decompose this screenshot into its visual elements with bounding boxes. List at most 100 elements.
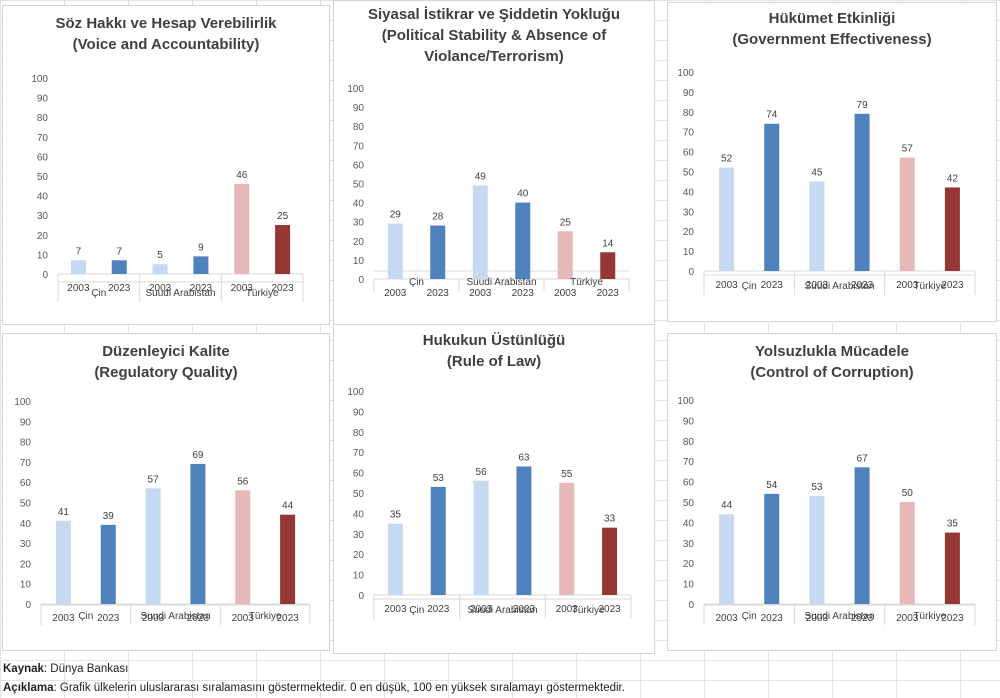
data-label: 39 bbox=[103, 511, 115, 522]
y-tick-label: 90 bbox=[683, 88, 695, 99]
chart-title: Söz Hakkı ve Hesap Verebilirlik (Voice a… bbox=[3, 13, 329, 55]
y-tick-label: 100 bbox=[14, 397, 31, 408]
y-tick-label: 60 bbox=[353, 160, 365, 171]
x-tick-label-year: 2003 bbox=[806, 280, 829, 291]
bar bbox=[70, 260, 86, 274]
x-tick-label-year: 2003 bbox=[556, 604, 579, 615]
y-tick-label: 50 bbox=[37, 172, 49, 183]
y-tick-label: 80 bbox=[683, 108, 695, 119]
x-tick-label-year: 2003 bbox=[384, 288, 407, 299]
y-tick-label: 70 bbox=[683, 457, 695, 468]
chart-title-line: (Political Stability & Absence of bbox=[381, 27, 607, 44]
y-tick-label: 30 bbox=[353, 530, 365, 541]
bar-chart: 0 10 20 30 40 50 60 70 80 90 100 7 2003 7 2023 5 2003 9 20… bbox=[31, 74, 304, 302]
y-tick-label: 100 bbox=[677, 68, 694, 79]
note-text: : Grafik ülkelerin uluslararası sıralama… bbox=[53, 682, 625, 694]
x-tick-label-year: 2023 bbox=[597, 288, 620, 299]
x-tick-label-year: 2023 bbox=[941, 280, 964, 291]
x-tick-label-year: 2003 bbox=[896, 280, 919, 291]
data-label: 44 bbox=[721, 500, 733, 511]
bar bbox=[515, 202, 531, 279]
y-tick-label: 60 bbox=[683, 478, 695, 489]
data-label: 52 bbox=[721, 154, 733, 165]
data-label: 69 bbox=[192, 450, 204, 461]
y-tick-label: 30 bbox=[20, 539, 32, 550]
bar bbox=[944, 532, 960, 604]
data-label: 54 bbox=[766, 480, 778, 491]
y-tick-label: 80 bbox=[20, 438, 32, 449]
bar bbox=[387, 223, 403, 279]
x-tick-label-group: Suudi Arabistan bbox=[145, 288, 215, 299]
chart-panel-control-of-corruption: Yolsuzlukla Mücadele (Control of Corrupt… bbox=[667, 333, 997, 651]
bar bbox=[234, 183, 250, 274]
chart-title-line: (Government Effectiveness) bbox=[732, 31, 932, 48]
x-tick-label-group: Çin bbox=[742, 281, 757, 292]
y-tick-label: 20 bbox=[37, 231, 49, 242]
data-label: 57 bbox=[902, 144, 914, 155]
data-label: 56 bbox=[476, 467, 488, 478]
data-label: 50 bbox=[902, 488, 914, 499]
x-tick-label-group: Çin bbox=[409, 605, 424, 616]
chart-title-line: (Rule of Law) bbox=[446, 353, 542, 370]
x-tick-label-year: 2023 bbox=[512, 288, 535, 299]
bar bbox=[111, 260, 127, 274]
data-label: 67 bbox=[857, 453, 869, 464]
bar bbox=[430, 486, 446, 595]
y-tick-label: 90 bbox=[353, 103, 365, 114]
x-tick-label-year: 2023 bbox=[851, 613, 874, 624]
bar-chart: 0 10 20 30 40 50 60 70 80 90 100 52 2003 74 2023 45 2003… bbox=[677, 68, 976, 295]
chart-title-line: Siyasal İstikrar ve Şiddetin Yokluğu bbox=[367, 6, 621, 23]
x-tick-label-year: 2023 bbox=[851, 280, 874, 291]
x-tick-label-group: Türkiye bbox=[913, 611, 946, 622]
chart-title: Yolsuzlukla Mücadele (Control of Corrupt… bbox=[668, 341, 996, 383]
bar bbox=[764, 493, 780, 604]
x-tick-label-year: 2023 bbox=[271, 283, 294, 294]
y-tick-label: 100 bbox=[347, 387, 364, 398]
bar bbox=[764, 123, 780, 272]
x-tick-label-year: 2023 bbox=[427, 288, 450, 299]
data-label: 56 bbox=[237, 476, 249, 487]
y-tick-label: 100 bbox=[677, 396, 694, 407]
x-tick-label-group: Türkiye bbox=[246, 288, 279, 299]
y-tick-label: 80 bbox=[683, 437, 695, 448]
x-tick-label-year: 2023 bbox=[761, 613, 784, 624]
source-note: Kaynak: Dünya Bankası bbox=[3, 663, 128, 675]
y-tick-label: 0 bbox=[358, 275, 364, 286]
bar bbox=[280, 514, 296, 604]
x-tick-label-group: Türkiye bbox=[572, 605, 605, 616]
data-label: 33 bbox=[604, 514, 616, 525]
y-tick-label: 40 bbox=[37, 192, 49, 203]
data-label: 9 bbox=[198, 242, 204, 253]
chart-title-line: Söz Hakkı ve Hesap Verebilirlik bbox=[55, 15, 277, 32]
chart-title-line: Hukukun Üstünlüğü bbox=[422, 332, 566, 349]
bar bbox=[854, 113, 870, 271]
chart-title-line: Yolsuzlukla Mücadele bbox=[755, 343, 909, 360]
chart-title-line: (Control of Corruption) bbox=[750, 364, 914, 381]
y-tick-label: 70 bbox=[37, 133, 49, 144]
y-tick-label: 30 bbox=[683, 539, 695, 550]
source-label: Kaynak bbox=[3, 663, 44, 675]
y-tick-label: 30 bbox=[683, 207, 695, 218]
chart-panel-rule-of-law: Hukukun Üstünlüğü (Rule of Law) 0 10 20 30 4… bbox=[333, 324, 655, 654]
y-tick-label: 40 bbox=[353, 199, 365, 210]
bar-chart: 0 10 20 30 40 50 60 70 80 90 100 44 2003 54 2023 53 2003… bbox=[677, 396, 976, 625]
x-tick-label-group: Türkiye bbox=[913, 281, 946, 292]
bar bbox=[944, 187, 960, 271]
x-tick-label-year: 2003 bbox=[470, 604, 493, 615]
source-text: : Dünya Bankası bbox=[43, 663, 129, 675]
data-label: 25 bbox=[560, 217, 572, 228]
x-tick-label-year: 2023 bbox=[108, 283, 131, 294]
y-tick-label: 10 bbox=[353, 571, 365, 582]
y-tick-label: 90 bbox=[683, 416, 695, 427]
bar bbox=[145, 488, 161, 604]
bar bbox=[275, 225, 291, 274]
x-tick-label-year: 2023 bbox=[276, 613, 299, 624]
chart-panel-government-effectiveness: Hükümet Etkinliği (Government Effectiven… bbox=[667, 2, 997, 322]
chart-title: Siyasal İstikrar ve Şiddetin Yokluğu (Po… bbox=[334, 4, 654, 67]
y-tick-label: 80 bbox=[353, 428, 365, 439]
y-tick-label: 50 bbox=[353, 180, 365, 191]
x-tick-label-year: 2003 bbox=[142, 613, 165, 624]
y-tick-label: 40 bbox=[683, 187, 695, 198]
y-tick-label: 30 bbox=[37, 211, 49, 222]
x-tick-label-year: 2003 bbox=[896, 613, 919, 624]
